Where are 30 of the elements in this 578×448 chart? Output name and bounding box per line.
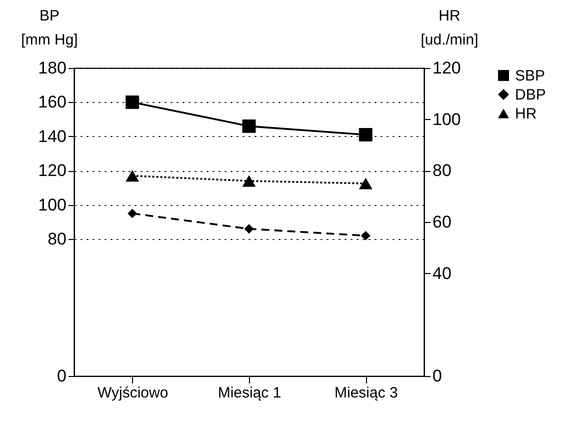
y2-tick-label: 40 <box>432 264 452 283</box>
point <box>242 119 256 133</box>
point <box>128 208 138 218</box>
y2-tick-label: 0 <box>432 366 442 386</box>
y-tick-label: 180 <box>38 58 66 78</box>
point <box>126 170 140 182</box>
x-tick-label: Miesiąc 3 <box>334 384 398 402</box>
y-axis-title: BP [mm Hg] <box>21 8 78 48</box>
y-tick-label: 100 <box>38 195 66 214</box>
y2-tick-label: 100 <box>432 110 461 129</box>
y2-tick-label: 120 <box>432 58 461 78</box>
point <box>358 128 372 142</box>
point <box>242 175 256 187</box>
y-tick-label: 0 <box>57 366 66 386</box>
y-tick-label: 140 <box>38 126 66 146</box>
legend-label: DBP <box>515 86 546 104</box>
y2-tick-label: 60 <box>432 212 452 232</box>
legend-label: HR <box>515 106 537 122</box>
point <box>126 96 140 109</box>
y-tick-label: 80 <box>48 230 66 249</box>
point <box>358 178 372 190</box>
y-tick-label: 160 <box>38 92 66 112</box>
x-tick-label: Wyjściowo <box>97 384 168 402</box>
point <box>360 230 370 240</box>
y2-tick-label: 80 <box>432 161 452 180</box>
legend-label: SBP <box>515 68 546 84</box>
y2-axis-title: HR [ud./min] <box>420 8 478 48</box>
y-tick-label: 120 <box>38 161 66 180</box>
x-tick-label: Miesiąc 1 <box>218 384 282 402</box>
point <box>244 224 254 234</box>
